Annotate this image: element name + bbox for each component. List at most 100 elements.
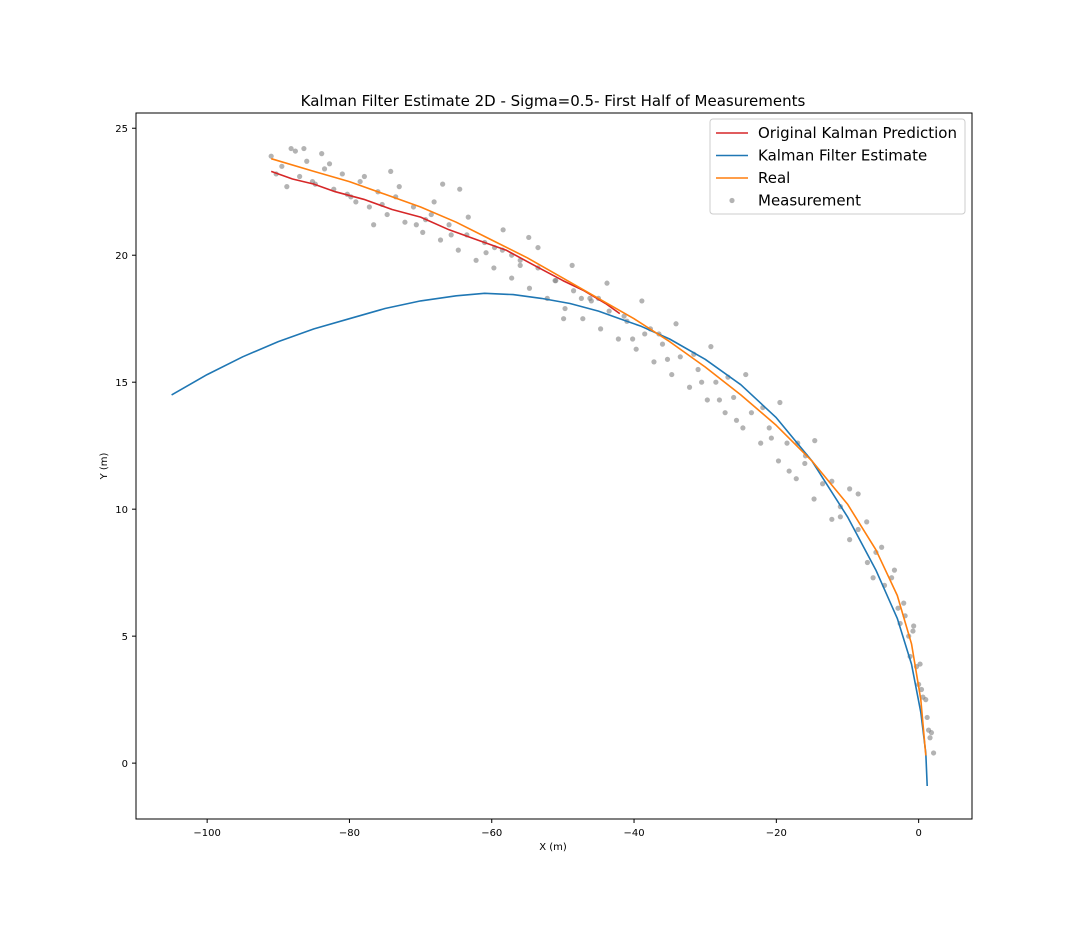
measurement-point [517,262,523,268]
measurement-point [924,714,930,721]
measurement-point [606,308,612,314]
measurement-point [664,356,671,362]
series-measurement [268,145,937,756]
legend-swatch [729,197,735,204]
measurement-point [292,148,298,154]
measurement-point [731,394,737,401]
x-tick-label: −20 [766,828,787,839]
measurement-point [775,458,782,464]
measurement-point [580,316,586,322]
measurement-point [615,336,621,342]
measurement-point [630,336,636,342]
measurement-point [713,379,719,385]
measurement-point [587,295,593,301]
measurement-point [802,460,808,467]
measurement-point [864,559,871,566]
measurement-point [812,438,818,444]
measurement-point [437,237,444,243]
measurement-point [388,168,394,175]
measurement-point [297,173,303,180]
measurement-point [911,623,917,629]
x-axis-label: X (m) [539,842,567,853]
measurement-point [633,346,639,352]
measurement-point [621,313,627,319]
measurement-point [562,305,568,312]
measurement-point [910,628,916,634]
measurement-point [357,178,363,185]
measurement-point [855,491,861,497]
series-line-original-kalman-prediction [270,170,621,315]
measurement-point [402,219,408,225]
measurement-point [766,425,772,431]
measurement-point [699,379,705,385]
measurement-point [870,575,876,581]
measurement-point [284,184,290,190]
measurement-point [777,399,783,406]
measurement-point [578,295,584,301]
series-line-kalman-filter-estimate [171,292,928,787]
measurement-point [569,262,575,268]
measurement-point [491,265,497,271]
measurement-point [677,354,683,360]
measurement-point [758,440,764,446]
legend: Original Kalman Prediction Kalman Filter … [709,118,966,215]
legend-label: Kalman Filter Estimate [758,147,927,165]
measurement-point [420,229,426,235]
chart-title: Kalman Filter Estimate 2D - Sigma=0.5- F… [301,92,806,110]
x-tick-label: −80 [339,828,360,839]
legend-label: Measurement [758,192,861,210]
measurement-point [651,359,657,365]
measurement-point [740,425,746,431]
measurement-point [864,519,870,525]
measurement-point [930,750,937,756]
measurement-point [748,410,755,416]
measurement-point [837,514,843,520]
measurement-point [722,410,728,416]
plot-area [171,145,937,787]
measurement-point [673,321,679,327]
measurement-point [786,468,792,474]
measurement-point [396,184,402,190]
measurement-point [552,278,558,284]
measurement-point [457,186,463,192]
measurement-point [708,344,714,350]
measurement-point [431,199,437,205]
measurement-point [879,544,885,550]
measurement-point [570,288,577,294]
measurement-point [465,214,471,220]
plot-frame [135,112,973,820]
measurement-point [918,686,925,693]
measurement-point [716,397,723,403]
measurement-point [413,222,419,228]
measurement-point [928,730,935,736]
measurement-point [604,280,610,286]
measurement-point [743,371,749,378]
measurement-point [304,158,310,164]
measurement-point [321,166,328,172]
y-tick-label: 10 [115,505,128,516]
measurement-point [847,486,853,492]
y-tick-label: 25 [115,124,128,135]
measurement-point [526,285,533,291]
measurement-point [535,244,541,251]
measurement-point [669,371,675,378]
measurement-point [440,181,446,187]
measurement-point [384,211,390,218]
measurement-point [455,247,461,253]
measurement-point [829,516,835,522]
measurement-point [279,163,285,169]
measurement-point [659,341,666,347]
measurement-point [361,173,367,180]
measurement-point [366,204,372,210]
x-tick-label: 0 [915,828,921,839]
measurement-point [339,171,345,177]
measurement-point [784,440,790,446]
measurement-point [855,526,861,533]
measurement-point [268,153,274,159]
measurement-point [428,211,434,218]
measurement-point [473,257,479,263]
x-axis: −100 −80 −60 −40 −20 0 [193,819,922,839]
measurement-point [509,275,515,281]
